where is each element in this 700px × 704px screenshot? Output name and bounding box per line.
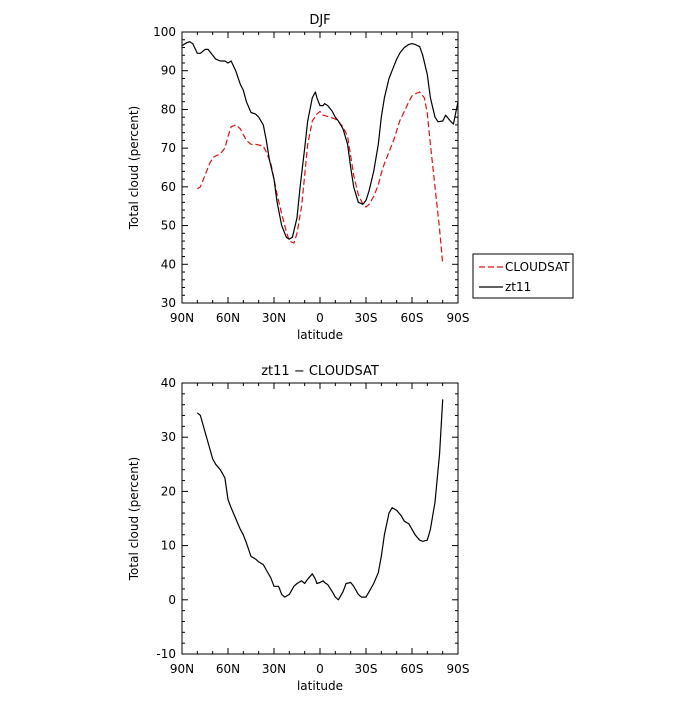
bottom-plot-frame — [181, 382, 459, 655]
bottom-ytick-label: 20 — [161, 484, 176, 498]
bottom-xtick-label: 90S — [447, 662, 470, 676]
legend: CLOUDSAT zt11 — [472, 253, 574, 299]
top-xtick-label: 60N — [216, 311, 240, 325]
top-xtick-label: 30S — [355, 311, 378, 325]
top-ytick-label: 30 — [161, 296, 176, 310]
legend-label-cloudsat: CLOUDSAT — [505, 260, 570, 274]
bottom-xtick-label: 0 — [316, 662, 324, 676]
legend-box — [472, 253, 574, 299]
bottom-x-axis-label: latitude — [297, 679, 343, 693]
top-chart-title: DJF — [309, 13, 330, 28]
bottom-xtick-label: 30S — [355, 662, 378, 676]
top-series-line-zt11 — [181, 41, 459, 240]
top-ytick-label: 40 — [161, 257, 176, 271]
top-xtick-label: 0 — [316, 311, 324, 325]
bottom-xtick-label: 90N — [170, 662, 194, 676]
top-xtick-label: 90N — [170, 311, 194, 325]
bottom-ytick-label: 30 — [161, 430, 176, 444]
bottom-series-line-difference — [196, 399, 444, 601]
top-ytick-label: 100 — [153, 25, 176, 39]
bottom-y-axis-label: Total cloud (percent) — [127, 457, 141, 581]
top-xtick-label: 90S — [447, 311, 470, 325]
bottom-ytick-label: 40 — [161, 376, 176, 390]
top-series-line-cloudsat — [196, 91, 444, 265]
bottom-xtick-label: 60S — [401, 662, 424, 676]
bottom-chart-title: zt11 − CLOUDSAT — [261, 364, 379, 379]
top-x-axis-label: latitude — [297, 328, 343, 342]
top-ytick-label: 70 — [161, 141, 176, 155]
top-ytick-label: 80 — [161, 102, 176, 116]
bottom-xtick-label: 30N — [262, 662, 286, 676]
legend-label-zt11: zt11 — [505, 280, 531, 294]
top-ytick-label: 60 — [161, 180, 176, 194]
top-ytick-label: 50 — [161, 219, 176, 233]
top-y-axis-label: Total cloud (percent) — [127, 106, 141, 230]
bottom-ytick-label: 10 — [161, 539, 176, 553]
bottom-ytick-label: 0 — [168, 593, 176, 607]
bottom-ytick-label: -10 — [156, 647, 176, 661]
top-ytick-label: 90 — [161, 64, 176, 78]
top-panel-djf: DJF 90N 60N 30N 0 30S 60S 90S 30 40 50 60 70 80 90 100 l… — [127, 13, 469, 342]
bottom-panel-difference: zt11 − CLOUDSAT 90N 60N 30N 0 30S 60S 90S -10 0 10… — [127, 364, 469, 693]
bottom-xtick-label: 60N — [216, 662, 240, 676]
top-xtick-label: 30N — [262, 311, 286, 325]
top-xtick-label: 60S — [401, 311, 424, 325]
top-plot-frame — [181, 31, 459, 304]
